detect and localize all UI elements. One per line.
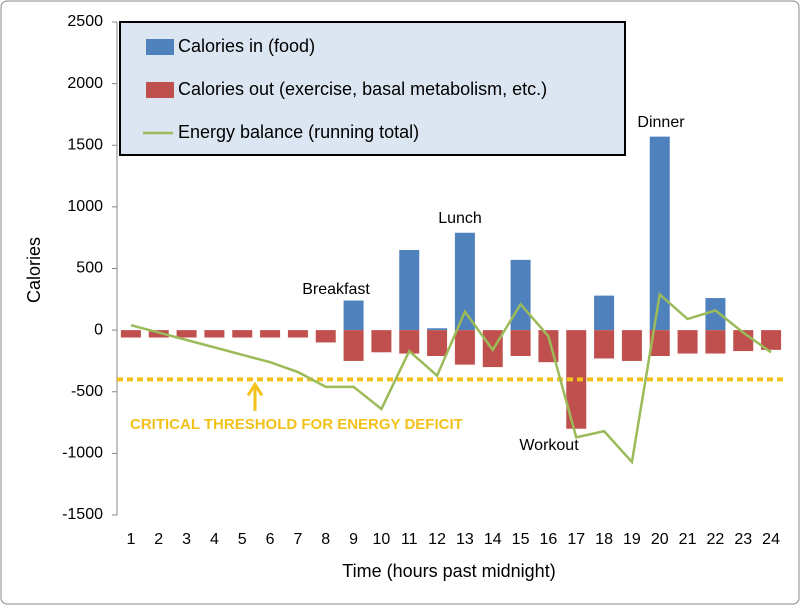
- bar: [621, 330, 642, 361]
- bar: [287, 330, 308, 338]
- bar: [343, 330, 364, 361]
- x-tick-label: 18: [595, 531, 613, 548]
- x-tick-label: 15: [512, 531, 530, 548]
- bar: [343, 300, 364, 331]
- bar: [120, 330, 141, 338]
- annotation: Breakfast: [302, 281, 370, 298]
- x-tick-label: 23: [734, 531, 752, 548]
- x-tick-label: 3: [182, 531, 191, 548]
- x-tick-label: 22: [707, 531, 725, 548]
- y-tick-label: 2000: [67, 75, 103, 92]
- legend-label: Energy balance (running total): [178, 122, 419, 142]
- y-tick-label: 500: [76, 260, 103, 277]
- x-tick-label: 2: [154, 531, 163, 548]
- bar: [594, 330, 615, 359]
- bar: [315, 330, 336, 343]
- bar: [260, 330, 281, 338]
- bar: [204, 330, 225, 338]
- x-axis-label: Time (hours past midnight): [342, 561, 555, 581]
- x-tick-label: 9: [349, 531, 358, 548]
- y-tick-label: -1000: [62, 445, 103, 462]
- x-tick-label: 12: [428, 531, 446, 548]
- bar: [176, 330, 197, 338]
- legend-label: Calories out (exercise, basal metabolism…: [178, 79, 547, 99]
- x-tick-label: 19: [623, 531, 641, 548]
- legend-label: Calories in (food): [178, 36, 315, 56]
- y-axis-label: Calories: [24, 237, 44, 303]
- bar: [705, 298, 726, 331]
- bar: [649, 136, 670, 331]
- annotation: Dinner: [637, 114, 685, 131]
- threshold-arrow: [246, 381, 264, 411]
- bar: [677, 330, 698, 354]
- x-tick-label: 21: [679, 531, 697, 548]
- bar: [232, 330, 253, 338]
- bar: [510, 330, 531, 357]
- x-tick-label: 4: [210, 531, 219, 548]
- x-tick-label: 14: [484, 531, 502, 548]
- bar: [510, 259, 531, 331]
- bar: [371, 330, 392, 353]
- y-tick-label: -1500: [62, 506, 103, 523]
- bar: [649, 330, 670, 357]
- bar: [761, 330, 782, 350]
- legend-swatch: [146, 39, 174, 55]
- x-tick-label: 6: [266, 531, 275, 548]
- bar: [566, 330, 587, 429]
- bar: [454, 232, 475, 331]
- annotation: Workout: [519, 437, 579, 454]
- y-tick-label: 0: [94, 321, 103, 338]
- x-tick-label: 11: [401, 531, 418, 548]
- legend-box: [119, 21, 626, 156]
- bar: [399, 330, 420, 354]
- y-tick-label: 1000: [67, 198, 103, 215]
- bar: [454, 330, 475, 365]
- y-tick-label: -500: [71, 383, 103, 400]
- x-tick-label: 13: [456, 531, 474, 548]
- bar: [594, 295, 615, 331]
- x-tick-label: 8: [321, 531, 330, 548]
- bar: [399, 250, 420, 331]
- x-tick-label: 10: [373, 531, 391, 548]
- x-tick-label: 20: [651, 531, 669, 548]
- y-tick-label: 1500: [67, 136, 103, 153]
- y-tick-label: 2500: [67, 13, 103, 30]
- x-tick-label: 17: [567, 531, 585, 548]
- bar: [427, 330, 448, 357]
- x-tick-label: 1: [126, 531, 135, 548]
- bar: [705, 330, 726, 354]
- legend-swatch: [146, 82, 174, 98]
- threshold-label: CRITICAL THRESHOLD FOR ENERGY DEFICIT: [130, 416, 463, 433]
- x-tick-label: 7: [293, 531, 302, 548]
- balance-line: [130, 291, 772, 465]
- bar: [427, 328, 448, 331]
- annotation: Lunch: [438, 210, 482, 227]
- x-tick-label: 5: [238, 531, 247, 548]
- x-tick-label: 24: [762, 531, 780, 548]
- x-tick-label: 16: [540, 531, 558, 548]
